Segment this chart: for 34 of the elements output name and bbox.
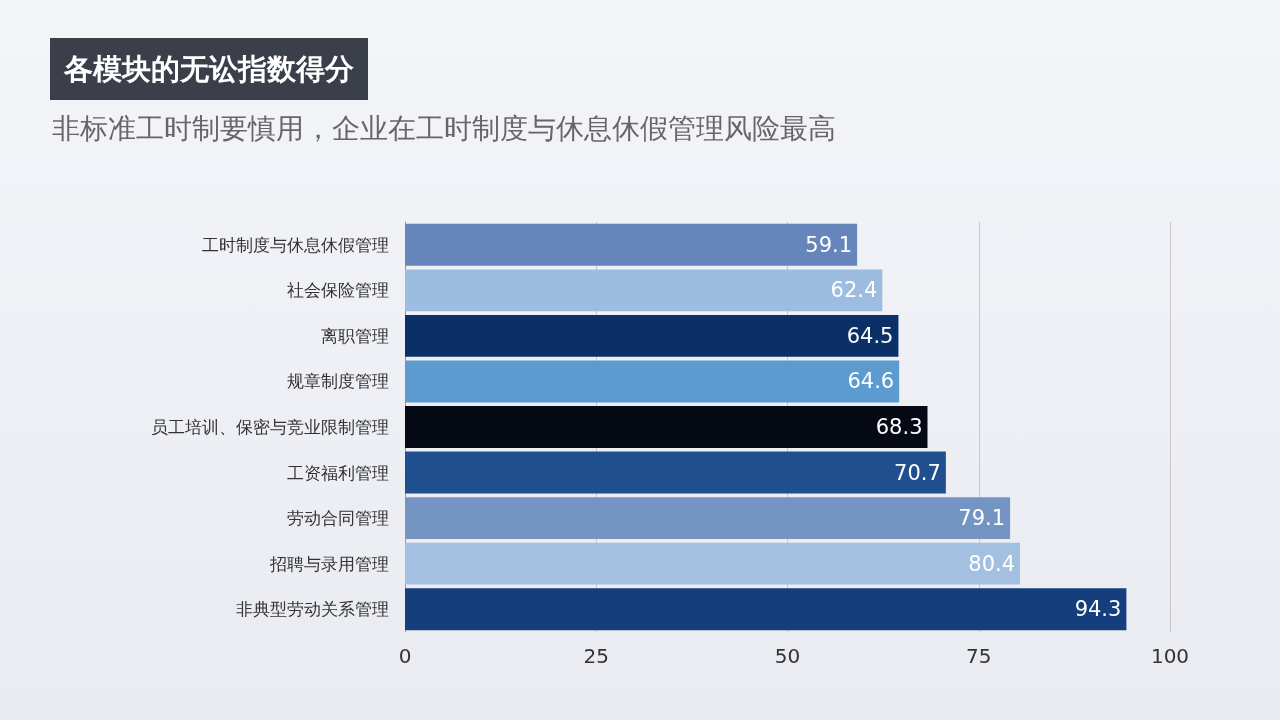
y-tick-label: 工资福利管理: [287, 462, 389, 483]
data-label: 80.4: [968, 551, 1016, 576]
bar: [405, 497, 1011, 540]
bar: [405, 542, 1021, 585]
chart-subtitle: 非标准工时制要慎用，企业在工时制度与休息休假管理风险最高: [52, 111, 836, 147]
y-tick-label: 离职管理: [321, 325, 389, 346]
y-tick-label: 员工培训、保密与竞业限制管理: [151, 417, 389, 437]
bar: [405, 314, 899, 357]
data-label: 79.1: [958, 506, 1006, 531]
data-label: 94.3: [1074, 597, 1122, 622]
data-label: 59.1: [805, 232, 853, 257]
x-tick-label: 0: [398, 644, 412, 668]
bar: [405, 269, 883, 312]
bar: [405, 360, 900, 403]
bar: [405, 451, 946, 494]
x-tick-label: 50: [774, 644, 801, 668]
y-tick-label: 工时制度与休息休假管理: [202, 234, 389, 255]
x-tick-label: 75: [966, 644, 992, 668]
y-tick-label: 非典型劳动关系管理: [236, 599, 389, 620]
y-tick-label: 规章制度管理: [287, 371, 389, 392]
data-label: 70.7: [894, 460, 941, 485]
data-label: 62.4: [830, 278, 878, 303]
x-tick-label: 25: [583, 644, 609, 668]
bar: [405, 223, 858, 266]
data-label: 64.6: [847, 369, 895, 394]
chart-title: 各模块的无讼指数得分: [50, 38, 368, 100]
data-label: 68.3: [875, 415, 923, 439]
x-tick-label: 100: [1150, 644, 1190, 668]
bar: [405, 588, 1127, 631]
data-label: 64.5: [846, 323, 894, 348]
y-tick-label: 劳动合同管理: [287, 508, 389, 529]
y-tick-label: 招聘与录用管理: [269, 553, 389, 574]
bar: [405, 406, 928, 448]
y-tick-label: 社会保险管理: [287, 280, 389, 301]
